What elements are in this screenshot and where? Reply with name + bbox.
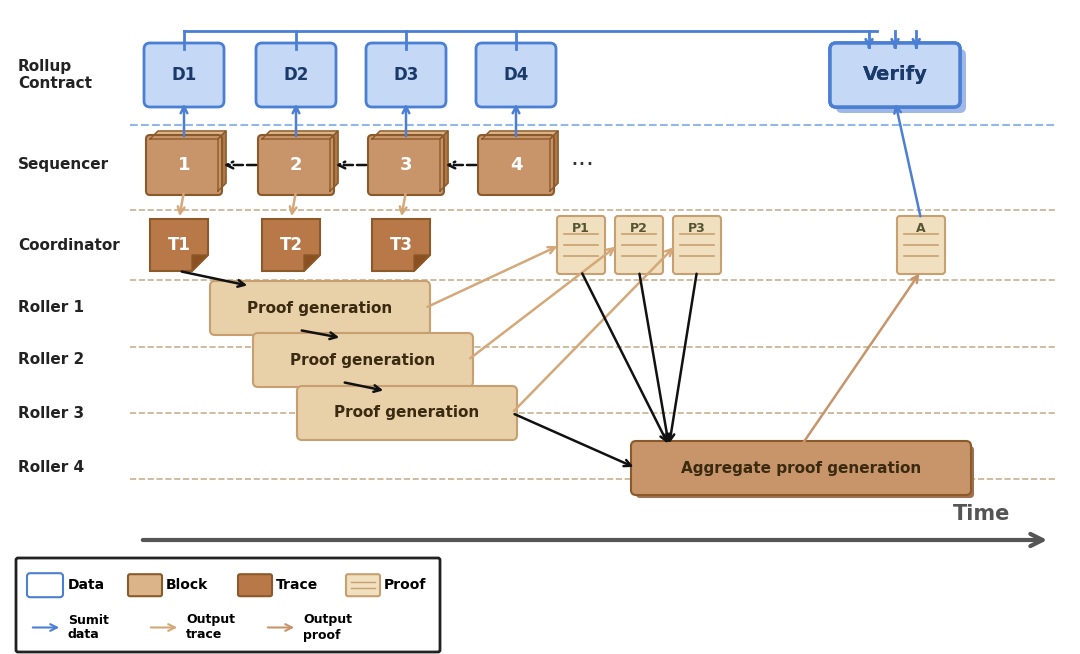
Text: D4: D4 <box>503 66 529 84</box>
FancyBboxPatch shape <box>346 574 380 596</box>
Text: P1: P1 <box>572 222 590 235</box>
Text: D2: D2 <box>283 66 309 84</box>
Polygon shape <box>218 131 226 191</box>
Polygon shape <box>303 255 320 271</box>
FancyBboxPatch shape <box>557 216 605 274</box>
FancyBboxPatch shape <box>238 574 272 596</box>
FancyBboxPatch shape <box>478 135 554 195</box>
FancyBboxPatch shape <box>144 43 224 107</box>
FancyBboxPatch shape <box>831 43 960 107</box>
FancyBboxPatch shape <box>146 135 222 195</box>
Text: 2: 2 <box>289 156 302 174</box>
FancyBboxPatch shape <box>297 386 517 440</box>
Text: Aggregate proof generation: Aggregate proof generation <box>680 460 921 475</box>
FancyBboxPatch shape <box>253 333 473 387</box>
Text: ···: ··· <box>570 153 594 177</box>
Text: Roller 1: Roller 1 <box>18 300 84 315</box>
FancyBboxPatch shape <box>16 558 440 652</box>
Text: Verify: Verify <box>863 65 928 84</box>
Polygon shape <box>262 131 338 139</box>
Text: Proof: Proof <box>384 578 427 593</box>
Text: Verify: Verify <box>863 65 928 84</box>
Text: Output
trace: Output trace <box>186 613 235 642</box>
Text: Proof generation: Proof generation <box>247 300 393 315</box>
Text: 1: 1 <box>178 156 190 174</box>
Text: 3: 3 <box>400 156 413 174</box>
Text: Coordinator: Coordinator <box>18 237 120 252</box>
FancyBboxPatch shape <box>210 281 430 335</box>
Text: T2: T2 <box>280 236 302 254</box>
Text: P3: P3 <box>688 222 706 235</box>
Text: Sequencer: Sequencer <box>18 158 109 173</box>
Text: 4: 4 <box>510 156 523 174</box>
FancyBboxPatch shape <box>631 441 971 495</box>
Polygon shape <box>330 131 338 191</box>
Text: D3: D3 <box>393 66 419 84</box>
FancyBboxPatch shape <box>831 43 960 107</box>
Text: Trace: Trace <box>276 578 319 593</box>
Text: Proof generation: Proof generation <box>335 405 480 421</box>
Text: D1: D1 <box>172 66 197 84</box>
Text: T1: T1 <box>167 236 190 254</box>
Polygon shape <box>372 131 448 139</box>
Text: Data: Data <box>68 578 105 593</box>
Text: Roller 2: Roller 2 <box>18 353 84 368</box>
Polygon shape <box>150 131 226 139</box>
Polygon shape <box>262 219 320 271</box>
FancyBboxPatch shape <box>673 216 721 274</box>
Polygon shape <box>482 131 558 139</box>
Polygon shape <box>150 219 208 271</box>
Polygon shape <box>372 219 430 271</box>
Text: Output
proof: Output proof <box>303 613 352 642</box>
Text: Block: Block <box>166 578 208 593</box>
Polygon shape <box>414 255 430 271</box>
FancyBboxPatch shape <box>258 135 334 195</box>
FancyBboxPatch shape <box>256 43 336 107</box>
Text: Roller 4: Roller 4 <box>18 460 84 475</box>
Text: A: A <box>916 222 926 235</box>
Text: Roller 3: Roller 3 <box>18 405 84 421</box>
FancyBboxPatch shape <box>129 574 162 596</box>
Text: T3: T3 <box>390 236 413 254</box>
Text: Time: Time <box>953 504 1010 524</box>
Text: Rollup
Contract: Rollup Contract <box>18 59 92 91</box>
Polygon shape <box>440 131 448 191</box>
FancyBboxPatch shape <box>636 446 974 498</box>
FancyBboxPatch shape <box>27 573 63 597</box>
Polygon shape <box>192 255 208 271</box>
FancyBboxPatch shape <box>476 43 556 107</box>
FancyBboxPatch shape <box>836 49 966 113</box>
Text: Proof generation: Proof generation <box>291 353 435 368</box>
FancyBboxPatch shape <box>897 216 945 274</box>
Text: P2: P2 <box>630 222 648 235</box>
Text: Sumit
data: Sumit data <box>68 613 109 642</box>
FancyBboxPatch shape <box>368 135 444 195</box>
Polygon shape <box>550 131 558 191</box>
FancyBboxPatch shape <box>366 43 446 107</box>
FancyBboxPatch shape <box>615 216 663 274</box>
